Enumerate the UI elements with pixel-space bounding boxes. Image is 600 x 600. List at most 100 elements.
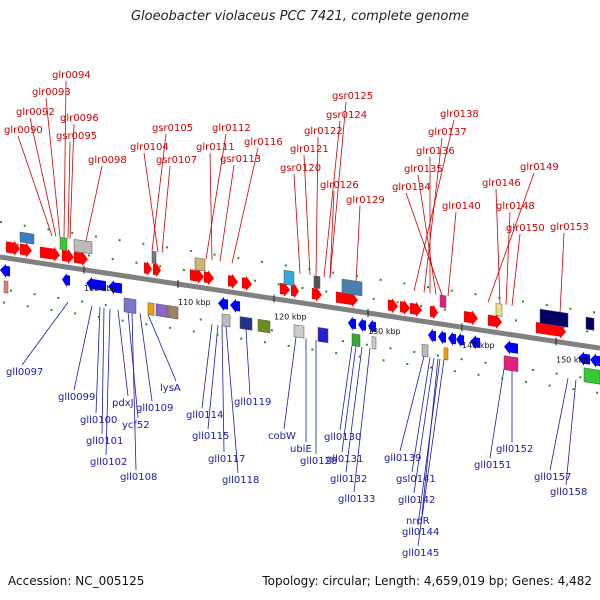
rna-feature-box <box>59 236 68 251</box>
reverse-gene-arrow <box>438 330 446 345</box>
forward-gene-arrow <box>388 298 398 314</box>
reverse-gene-arrow <box>218 297 228 312</box>
gene-label-top: glr0126 <box>320 180 359 191</box>
rna-feature-box <box>73 238 93 255</box>
label-leader-line <box>355 205 361 283</box>
forward-gene-arrow <box>242 275 252 291</box>
label-leader-line <box>303 154 311 276</box>
scale-tick-label: 150 kbp <box>556 356 589 365</box>
label-leader-line <box>221 325 225 453</box>
rna-feature-box <box>583 367 600 385</box>
forward-gene-arrow <box>74 250 88 266</box>
gene-label-top: gsr0125 <box>332 91 373 102</box>
label-leader-line <box>405 192 443 296</box>
gene-label-bottom: gll0144 <box>402 527 439 538</box>
label-leader-line <box>201 324 213 409</box>
gene-label-bottom: gll0119 <box>234 397 271 408</box>
rna-feature-box <box>257 318 271 334</box>
rna-feature-box <box>585 316 595 331</box>
gene-label-bottom: gll0128 <box>300 456 337 467</box>
gene-label-top: glr0112 <box>212 123 251 134</box>
gene-label-top: glr0136 <box>416 146 455 157</box>
label-leader-line <box>549 378 569 471</box>
rna-feature-box <box>167 305 179 320</box>
label-leader-line <box>73 305 93 391</box>
rna-feature-box <box>239 316 253 331</box>
label-leader-line <box>565 379 577 486</box>
label-leader-line <box>209 152 213 261</box>
gene-label-bottom: gll0102 <box>90 457 127 468</box>
label-leader-line <box>225 326 239 474</box>
forward-gene-arrow <box>291 283 299 299</box>
gene-label-top: glr0111 <box>196 142 235 153</box>
gene-label-bottom: ycf52 <box>122 420 150 431</box>
forward-gene-arrow <box>400 299 410 315</box>
gene-label-top: glr0137 <box>428 127 467 138</box>
reverse-gene-arrow <box>448 331 456 346</box>
label-leader-line <box>219 164 235 262</box>
label-leader-line <box>67 141 71 239</box>
gene-label-bottom: cobW <box>268 431 296 442</box>
rna-feature-box <box>539 308 569 328</box>
rna-feature-box <box>317 327 329 344</box>
rna-feature-box <box>283 269 295 286</box>
genome-backbone <box>0 254 600 351</box>
scale-tick-label: 140 kbp <box>462 341 495 350</box>
reverse-gene-arrow <box>108 280 122 295</box>
accession-text: Accession: NC_005125 <box>8 574 145 588</box>
gene-label-bottom: gll0142 <box>398 495 435 506</box>
label-leader-line <box>353 348 371 493</box>
gene-label-top: glr0116 <box>244 137 283 148</box>
rna-feature-box <box>221 313 231 328</box>
label-leader-line <box>447 211 457 297</box>
gene-label-top: glr0098 <box>88 155 127 166</box>
gene-label-top: glr0148 <box>496 201 535 212</box>
reverse-gene-arrow <box>0 263 10 278</box>
reverse-gene-arrow <box>368 319 376 334</box>
gene-label-top: glr0135 <box>404 164 443 175</box>
reverse-gene-arrow <box>504 340 518 355</box>
label-leader-line <box>45 97 61 238</box>
gene-label-bottom: gll0131 <box>326 454 363 465</box>
scale-tick-label: 130 kbp <box>368 327 401 336</box>
label-leader-line <box>283 336 297 430</box>
gene-label-top: glr0134 <box>392 182 431 193</box>
label-leader-line <box>489 368 505 459</box>
gene-label-bottom: gll0145 <box>402 548 439 559</box>
rna-feature-box <box>313 275 321 289</box>
gene-label-bottom: gll0139 <box>384 453 421 464</box>
gene-label-bottom: gll0132 <box>330 474 367 485</box>
gene-label-bottom: nrdR <box>406 516 430 527</box>
gene-label-bottom: gll0101 <box>86 436 123 447</box>
label-leader-line <box>131 312 137 471</box>
rna-feature-box <box>19 231 35 245</box>
label-leader-line <box>411 357 431 473</box>
forward-gene-arrow <box>190 268 204 284</box>
label-leader-line <box>143 152 159 253</box>
scale-tick-label: 110 kbp <box>178 298 211 307</box>
label-leader-line <box>511 233 521 306</box>
label-leader-line <box>329 190 335 279</box>
label-leader-line <box>117 309 129 397</box>
label-leader-line <box>495 188 501 305</box>
gene-label-top: gsr0120 <box>280 163 321 174</box>
label-leader-line <box>139 313 153 402</box>
gene-label-bottom: gll0117 <box>208 454 245 465</box>
label-leader-line <box>231 147 259 264</box>
gene-label-top: gsr0105 <box>152 123 193 134</box>
gene-label-top: glr0140 <box>442 201 481 212</box>
gene-label-top: glr0138 <box>440 109 479 120</box>
gene-label-top: gsr0107 <box>156 155 197 166</box>
reverse-gene-arrow <box>348 316 356 331</box>
gene-label-top: gsr0095 <box>56 131 97 142</box>
reverse-gene-arrow <box>230 298 240 313</box>
label-leader-line <box>69 123 75 239</box>
gene-label-top: glr0129 <box>346 195 385 206</box>
forward-gene-arrow <box>6 240 20 256</box>
rna-feature-box <box>351 333 361 348</box>
label-leader-line <box>147 314 177 382</box>
label-leader-line <box>245 329 251 396</box>
label-leader-line <box>21 302 69 366</box>
gene-label-bottom: gll0158 <box>550 487 587 498</box>
label-leader-line <box>207 325 219 430</box>
